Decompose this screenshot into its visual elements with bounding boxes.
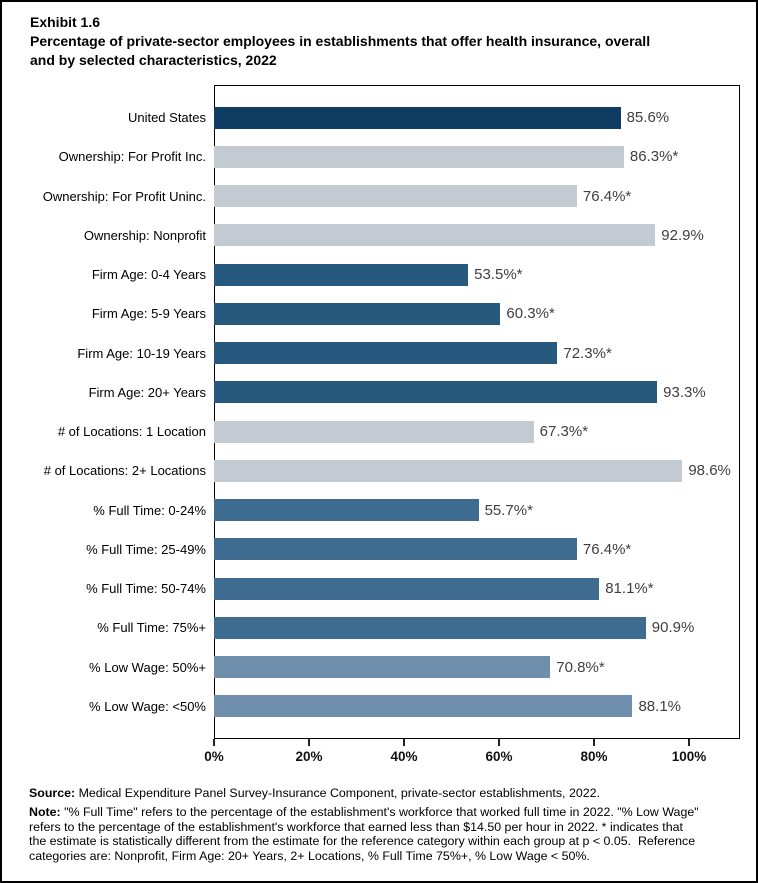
axis-tick-mark: [498, 739, 500, 746]
axis-tick-mark: [308, 739, 310, 746]
category-label: Firm Age: 20+ Years: [88, 384, 206, 400]
axis-tick-label: 40%: [390, 749, 418, 764]
bar-row: % Full Time: 25-49% 76.4%*: [2, 530, 756, 569]
bar-row: Firm Age: 0-4 Years 53.5%*: [2, 255, 756, 294]
bar: [214, 302, 501, 325]
category-label: % Low Wage: 50%+: [89, 659, 206, 675]
bar: [214, 616, 646, 639]
bar: [214, 459, 683, 482]
bar: [214, 538, 577, 561]
axis-tick-label: 100%: [671, 749, 707, 764]
bar-row: United States 85.6%: [2, 98, 756, 137]
category-label: % Full Time: 50-74%: [86, 581, 206, 597]
chart-title-line-1: Percentage of private-sector employees i…: [30, 33, 651, 49]
chart-title-line-2: and by selected characteristics, 2022: [30, 52, 277, 68]
axis-tick-mark: [593, 739, 595, 746]
chart-header: Exhibit 1.6 Percentage of private-sector…: [30, 13, 744, 70]
note-label: Note:: [29, 805, 61, 820]
axis-tick-label: 0%: [204, 749, 224, 764]
exhibit-number: Exhibit 1.6: [30, 14, 101, 30]
category-label: % Full Time: 0-24%: [93, 502, 206, 518]
bar-row: % Low Wage: 50%+ 70.8%*: [2, 648, 756, 687]
category-label: Ownership: For Profit Uninc.: [42, 188, 206, 204]
bar-row: Firm Age: 10-19 Years 72.3%*: [2, 334, 756, 373]
note-line-3: the estimate is statistically different …: [29, 834, 696, 849]
source-text: Medical Expenditure Panel Survey-Insuran…: [75, 786, 600, 800]
bar: [214, 145, 624, 168]
bar-row: # of Locations: 2+ Locations 98.6%: [2, 451, 756, 490]
bar: [214, 106, 621, 129]
bar: [214, 499, 479, 522]
category-label: # of Locations: 1 Location: [57, 424, 206, 440]
value-label: 88.1%: [638, 697, 682, 715]
bar-row: % Low Wage: <50% 88.1%: [2, 687, 756, 726]
axis-tick-label: 80%: [580, 749, 608, 764]
note-line-1: Note: "% Full Time" refers to the percen…: [29, 805, 741, 819]
source-note: Source: Medical Expenditure Panel Survey…: [29, 786, 741, 800]
bar-row: % Full Time: 0-24% 55.7%*: [2, 491, 756, 530]
bar: [214, 381, 658, 404]
bar-rows: United States 85.6% Ownership: For Profit …: [2, 98, 756, 726]
category-label: % Low Wage: <50%: [89, 698, 206, 714]
methodology-note: Note: "% Full Time" refers to the percen…: [29, 805, 741, 863]
category-label: Ownership: For Profit Inc.: [58, 149, 206, 165]
bar-row: # of Locations: 1 Location 67.3%*: [2, 412, 756, 451]
note-line-2: refers to the percentage of the establis…: [29, 819, 683, 834]
value-label: 93.3%: [663, 383, 706, 401]
bar-row: Firm Age: 5-9 Years 60.3%*: [2, 294, 756, 333]
axis-tick-mark: [688, 739, 690, 746]
bar: [214, 224, 656, 247]
axis-tick-label: 60%: [485, 749, 513, 764]
bar: [214, 342, 558, 365]
value-label: 85.6%: [626, 109, 670, 127]
note-text-1: "% Full Time" refers to the percentage o…: [60, 805, 699, 820]
axis-tick-mark: [403, 739, 405, 746]
bar: [214, 185, 577, 208]
category-label: Ownership: Nonprofit: [83, 227, 206, 243]
value-label: 60.3%*: [506, 305, 555, 323]
value-label: 86.3%*: [629, 148, 679, 166]
value-label: 67.3%*: [539, 423, 589, 441]
category-label: United States: [127, 110, 206, 126]
category-label: # of Locations: 2+ Locations: [43, 463, 206, 479]
bar: [214, 695, 633, 718]
category-label: % Full Time: 75%+: [97, 620, 206, 636]
bar-row: Ownership: For Profit Uninc. 76.4%*: [2, 177, 756, 216]
value-label: 70.8%*: [556, 658, 605, 676]
value-label: 55.7%*: [484, 501, 533, 519]
bar: [214, 577, 600, 600]
category-label: Firm Age: 5-9 Years: [91, 306, 206, 322]
bar-row: Ownership: For Profit Inc. 86.3%*: [2, 137, 756, 176]
category-label: Firm Age: 0-4 Years: [91, 267, 206, 283]
axis-tick-mark: [213, 739, 215, 746]
bar-row: % Full Time: 75%+ 90.9%: [2, 608, 756, 647]
bar-row: Firm Age: 20+ Years 93.3%: [2, 373, 756, 412]
source-label: Source:: [29, 786, 76, 800]
value-label: 76.4%*: [582, 187, 632, 205]
bar: [214, 420, 534, 443]
bar-row: % Full Time: 50-74% 81.1%*: [2, 569, 756, 608]
bar: [214, 263, 469, 286]
bar: [214, 656, 551, 679]
value-label: 90.9%: [651, 619, 695, 637]
value-label: 81.1%*: [605, 580, 654, 598]
value-label: 98.6%: [688, 462, 731, 480]
category-label: % Full Time: 25-49%: [86, 541, 206, 557]
note-line-4: categories are: Nonprofit, Firm Age: 20+…: [29, 848, 590, 863]
value-label: 53.5%*: [474, 266, 523, 284]
value-label: 92.9%: [661, 226, 704, 244]
plot-border: [214, 85, 740, 739]
value-label: 76.4%*: [582, 540, 632, 558]
category-label: Firm Age: 10-19 Years: [77, 345, 206, 361]
value-label: 72.3%*: [563, 344, 612, 362]
axis-tick-label: 20%: [295, 749, 323, 764]
chart-footnotes: Source: Medical Expenditure Panel Survey…: [29, 786, 741, 863]
bar-row: Ownership: Nonprofit 92.9%: [2, 216, 756, 255]
